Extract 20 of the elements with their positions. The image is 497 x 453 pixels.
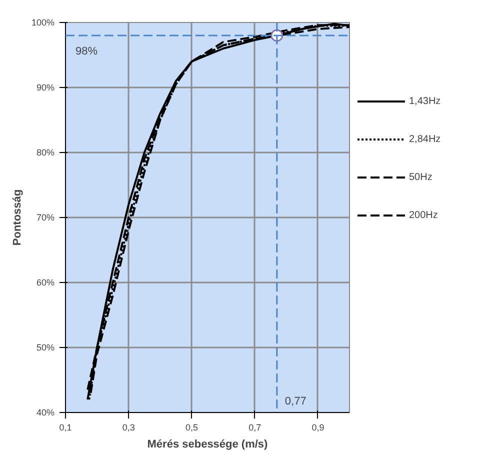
y-tick-label: 40% (36, 408, 54, 418)
y-tick-label: 90% (36, 82, 54, 92)
x-tick-label: 0,1 (59, 422, 72, 432)
x-tick-label: 0,3 (122, 422, 135, 432)
legend-label: 50Hz (409, 172, 432, 182)
y-tick-label: 50% (36, 342, 54, 352)
legend-label: 2,84Hz (409, 134, 441, 144)
x-tick-label: 0,9 (312, 422, 324, 432)
x-tick-label: 0,7 (248, 422, 262, 432)
y-tick-label: 60% (36, 278, 54, 288)
y-tick-label: 100% (31, 18, 55, 28)
y-axis-title: Pontosság (11, 189, 24, 246)
legend-label: 1,43Hz (409, 96, 441, 106)
legend-label: 200Hz (409, 210, 438, 220)
ref-line-label: 0,77 (284, 396, 306, 408)
ref-line-label: 98% (76, 46, 98, 58)
y-tick-label: 70% (36, 212, 54, 222)
y-tick-label: 80% (36, 148, 54, 158)
x-axis-title: Mérés sebessége (m/s) (147, 438, 268, 450)
x-tick-label: 0,5 (185, 422, 198, 432)
